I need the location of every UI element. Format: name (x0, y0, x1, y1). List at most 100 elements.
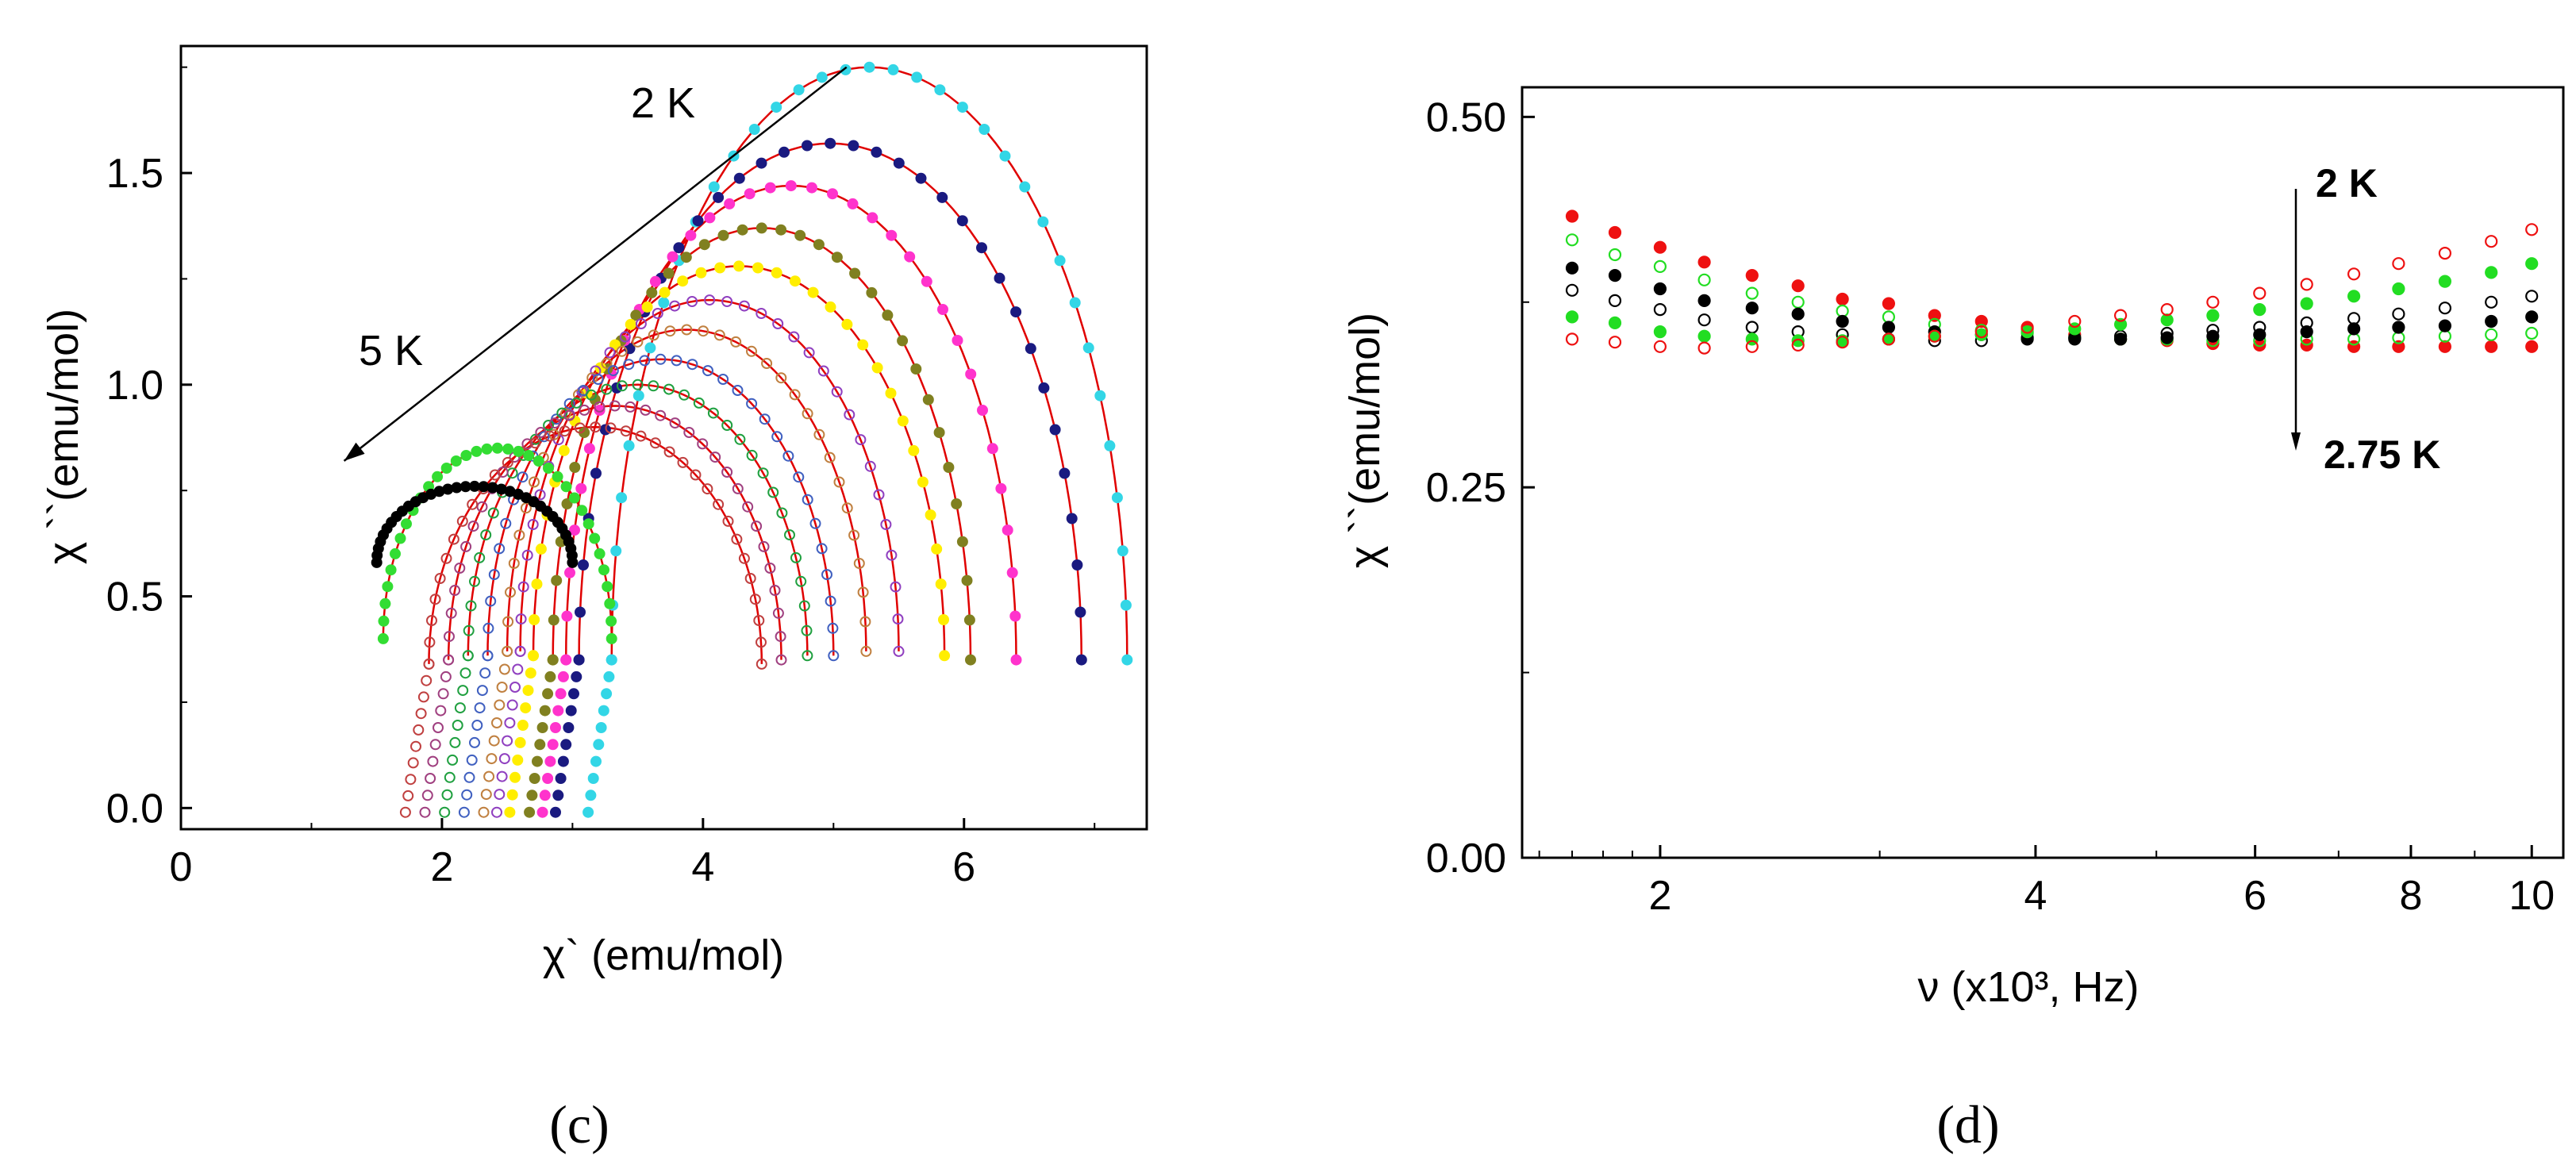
panel-c-data-point (582, 806, 594, 818)
panel-c-data-point (557, 755, 569, 767)
panel-c-data-point (915, 172, 927, 184)
panel-d-annotation-275k: 2.75 K (2324, 432, 2440, 477)
panel-c-data-point (447, 754, 459, 766)
panel-c-fit-curve (506, 328, 867, 651)
panel-c-data-point (502, 616, 514, 628)
panel-c-x-axis-title: χ` (emu/mol) (543, 932, 784, 979)
panel-d-data-point (2392, 340, 2405, 353)
panel-c-data-point (515, 613, 527, 625)
panel-d-data-point (1608, 225, 1622, 240)
panel-c-data-point (448, 533, 459, 545)
panel-c-data-point (788, 331, 800, 343)
panel-c-data-point (935, 578, 947, 590)
panel-d-x-tick-label: 4 (2024, 873, 2047, 919)
panel-c-data-point (853, 558, 865, 569)
panel-c-data-point (886, 229, 898, 241)
panel-c-data-point (616, 380, 628, 392)
panel-c-data-point (775, 654, 787, 666)
panel-c-data-point (630, 309, 642, 321)
panel-c-data-point (557, 670, 569, 682)
panel-c-data-point (542, 688, 554, 700)
panel-c-data-point (594, 405, 606, 416)
panel-d-data-point (2160, 313, 2174, 327)
panel-c-data-point (709, 451, 721, 463)
panel-c-data-point (816, 543, 828, 555)
panel-c-data-point (625, 318, 636, 330)
panel-c-data-point (610, 545, 622, 557)
panel-c-data-point (529, 433, 541, 445)
panel-c-data-point (462, 650, 474, 662)
panel-c-data-point (813, 239, 825, 251)
panel-c-data-point (482, 650, 494, 662)
panel-c-data-point (604, 597, 616, 609)
panel-c-data-point (486, 753, 498, 765)
panel-c-data-point (459, 481, 471, 493)
panel-c-data-point (520, 502, 532, 514)
panel-c-data-point (827, 188, 838, 200)
panel-c-data-point (488, 569, 500, 581)
panel-c-data-point (667, 251, 679, 263)
panel-c-arrow (343, 66, 848, 462)
panel-c-data-point (571, 670, 582, 682)
panel-c-data-point (755, 222, 767, 234)
panel-c-data-point (746, 398, 758, 409)
panel-c-data-point (536, 806, 548, 818)
panel-c-data-point (649, 437, 661, 449)
panel-c-data-point (512, 663, 524, 675)
panel-c-data-point (522, 685, 534, 697)
panel-c-data-point (440, 670, 452, 682)
panel-c-data-point (521, 438, 533, 450)
panel-d-data-point (2206, 295, 2220, 309)
panel-c-data-point (505, 586, 516, 598)
panel-c-data-point (886, 549, 898, 561)
panel-c-annotation-5k: 5 K (359, 327, 423, 375)
panel-c-data-point (677, 275, 689, 287)
panel-d-data-point (2525, 340, 2539, 353)
panel-c-data-point (543, 420, 555, 431)
panel-c-data-point (771, 431, 783, 443)
panel-c-data-point (680, 252, 692, 263)
panel-c-data-point (564, 567, 575, 578)
panel-c-data-point (550, 806, 561, 818)
panel-c-fit-curve (519, 298, 900, 651)
panel-c-data-point (816, 71, 828, 83)
panel-d-data-point (1565, 209, 1579, 223)
panel-c-data-point (1002, 524, 1013, 536)
panel-d-data-point (2160, 326, 2174, 340)
panel-d-data-point (2438, 247, 2451, 260)
panel-c-data-point (871, 146, 882, 158)
panel-c-data-point (474, 551, 486, 563)
panel-d-data-point (1653, 240, 1667, 254)
panel-c-data-point (1120, 599, 1132, 611)
panel-d-data-point (1836, 304, 1849, 318)
panel-c-data-point (669, 417, 681, 429)
panel-c-data-point (533, 455, 544, 467)
panel-c-data-point (467, 498, 479, 510)
panel-c-data-point (893, 157, 905, 169)
panel-c-data-point (529, 437, 541, 449)
panel-c-data-point (644, 342, 656, 354)
panel-c-data-point (849, 267, 861, 279)
panel-d-data-point (2485, 328, 2498, 341)
panel-d-data-point (2485, 340, 2498, 353)
panel-c-data-point (445, 607, 457, 619)
panel-c-data-point (378, 615, 390, 627)
panel-c-data-point (917, 476, 929, 488)
panel-c-data-point (456, 515, 468, 527)
panel-c-data-point (746, 449, 758, 461)
panel-d-data-point (2206, 309, 2220, 322)
panel-c-data-point (558, 444, 570, 456)
panel-c-data-point (514, 736, 526, 748)
panel-d-data-point (1836, 314, 1849, 328)
panel-c-data-point (479, 667, 491, 679)
panel-c-data-point (496, 682, 508, 693)
panel-c-data-point (803, 347, 815, 359)
panel-c-data-point (1117, 545, 1128, 557)
panel-d-data-point (1791, 279, 1805, 293)
panel-d-data-point (2347, 312, 2361, 325)
panel-c-data-point (625, 401, 636, 413)
panel-c-data-point (563, 722, 575, 733)
panel-c-data-point (733, 260, 745, 272)
panel-c-data-point (943, 462, 955, 473)
